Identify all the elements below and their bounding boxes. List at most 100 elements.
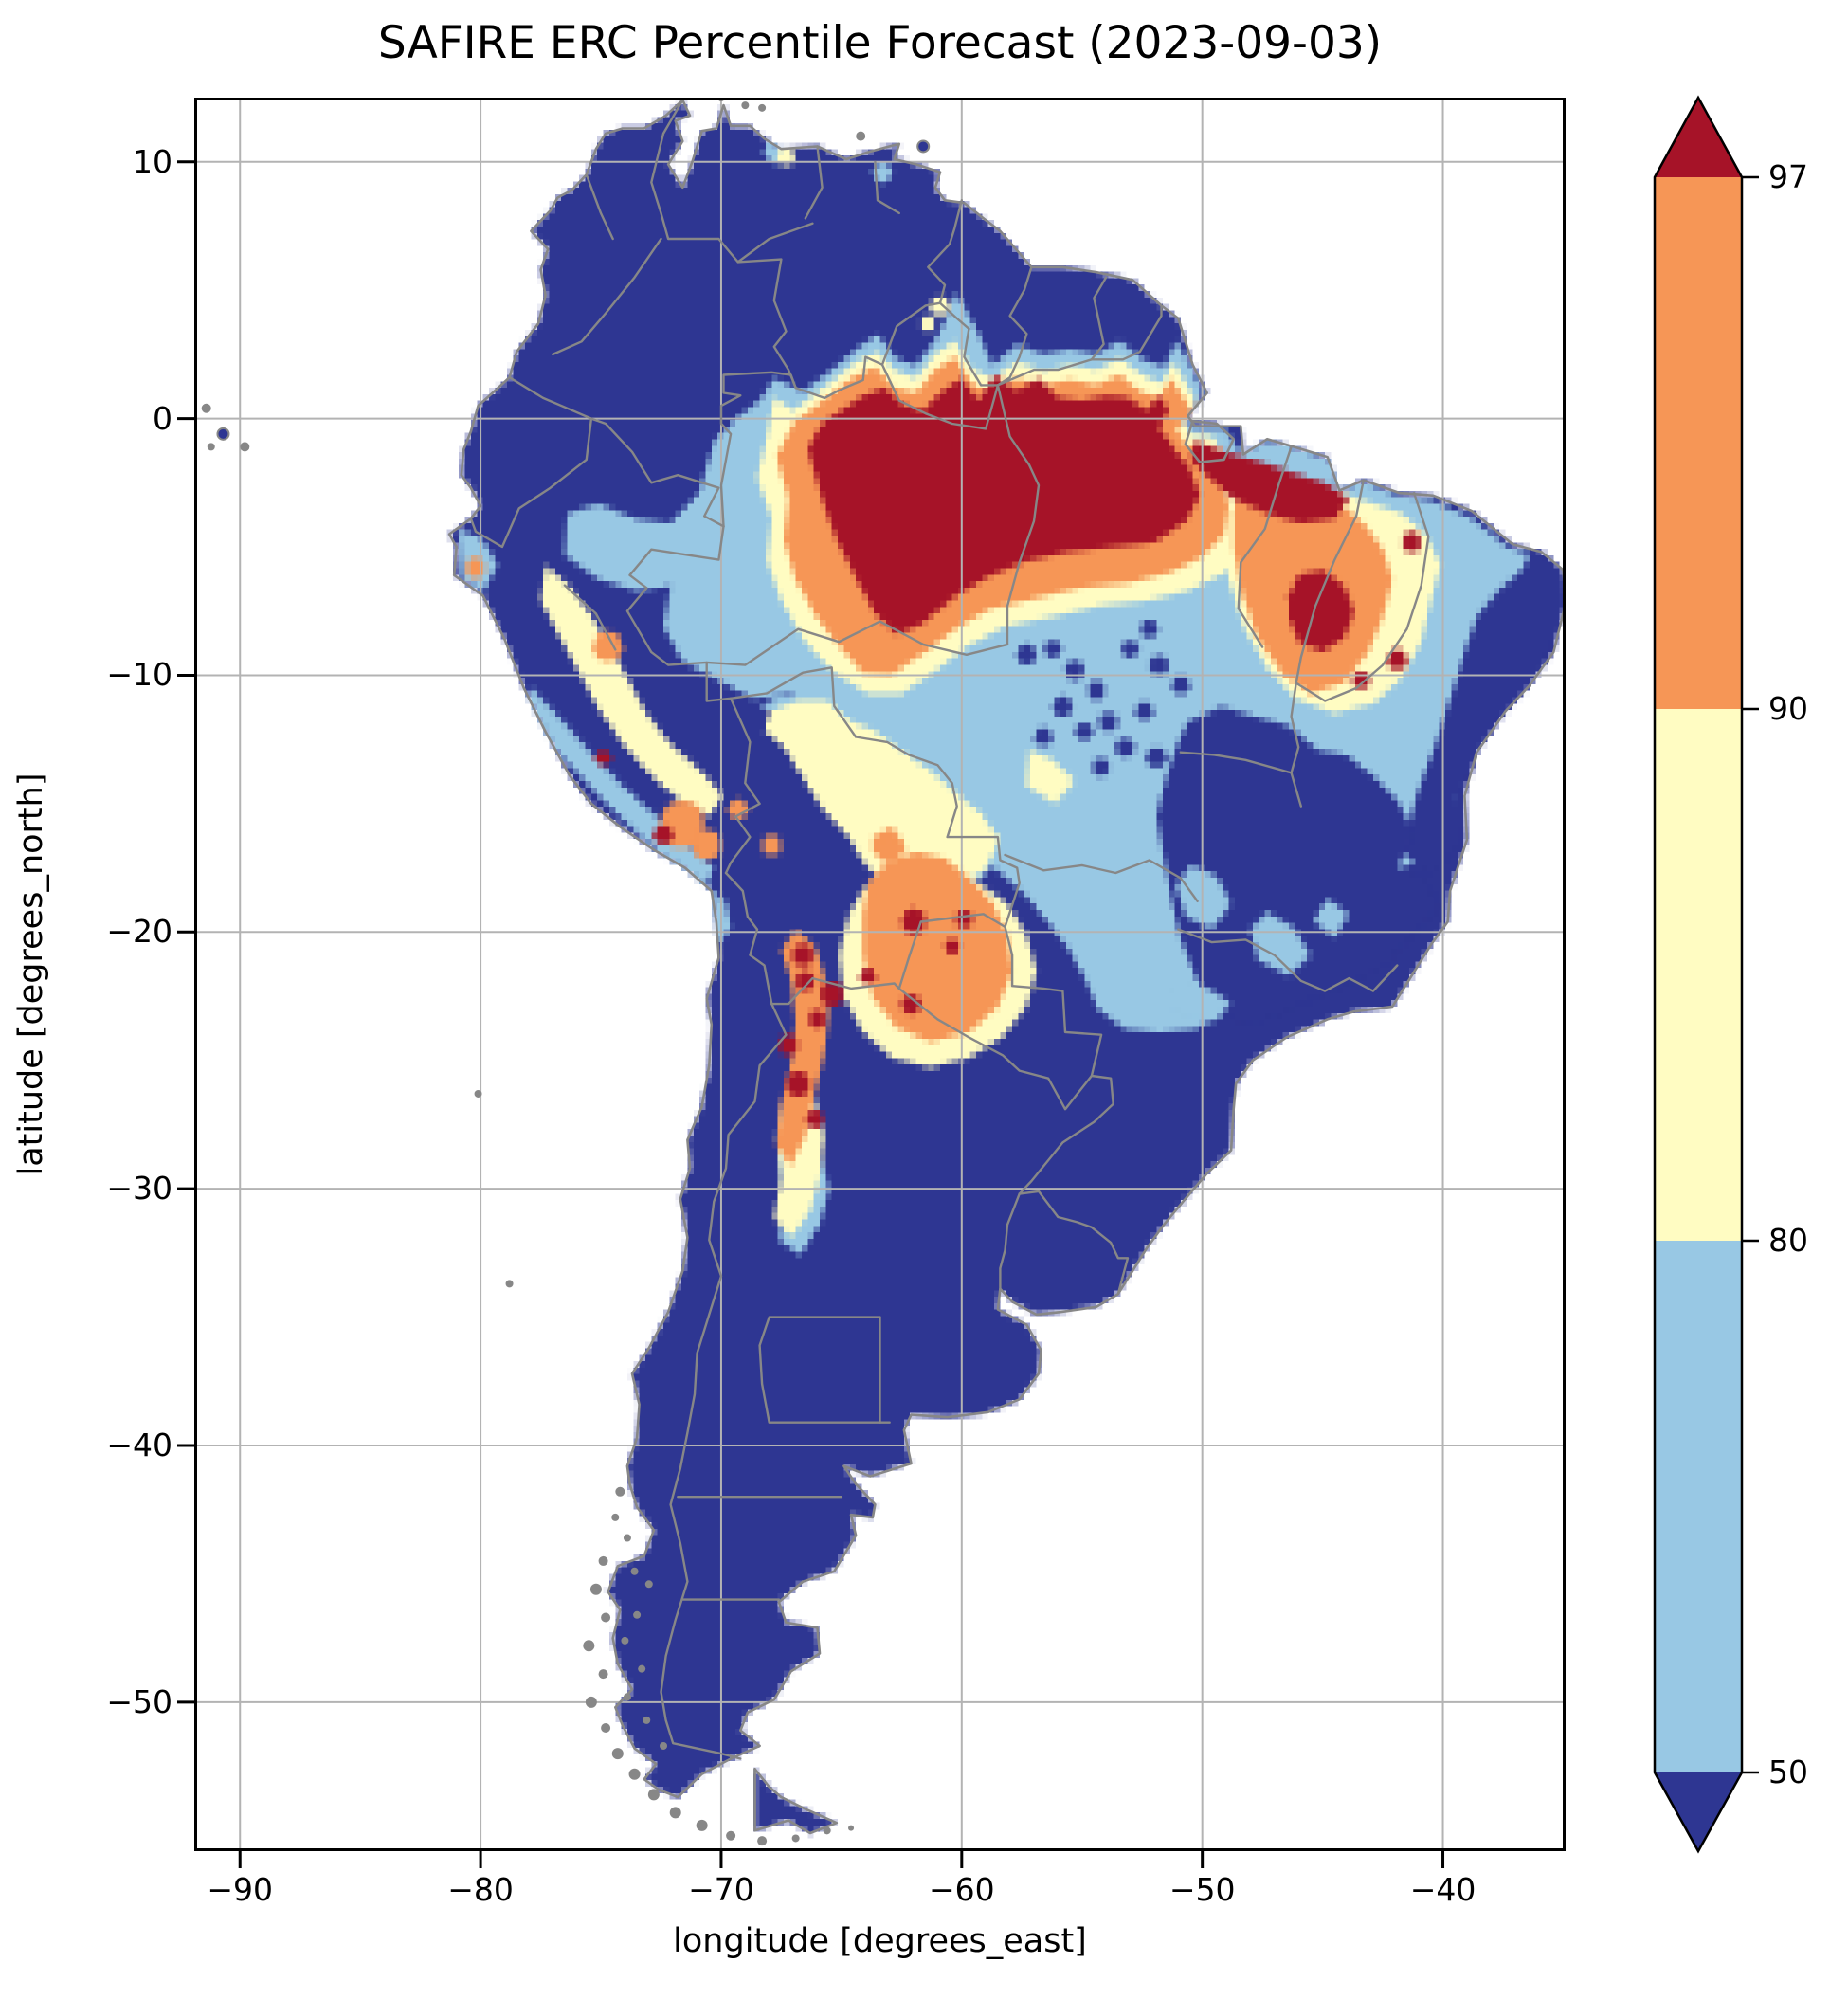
admin-border (1295, 491, 1430, 702)
admin-border (736, 222, 814, 264)
admin-border (1179, 751, 1293, 774)
fjord-island (585, 1696, 597, 1708)
admin-border (724, 697, 761, 875)
admin-border (563, 584, 617, 651)
y-tick-label: −30 (106, 1170, 172, 1208)
admin-border (1290, 681, 1303, 808)
fjord-island (823, 1826, 831, 1835)
admin-border (1295, 479, 1366, 684)
admin-border (996, 304, 1163, 387)
admin-border (999, 1192, 1021, 1291)
admin-border (1004, 853, 1199, 902)
fjord-island (726, 1830, 736, 1841)
island (201, 403, 211, 413)
fjord-island (621, 1636, 629, 1645)
island (916, 139, 931, 154)
colorbar-extend-under (1655, 1772, 1742, 1851)
fjord-island (598, 1555, 608, 1566)
colorbar-tick-label: 80 (1768, 1222, 1808, 1259)
fjord-island (848, 1825, 855, 1831)
admin-border (897, 987, 1094, 1111)
admin-border (469, 417, 593, 549)
x-tick-label: −40 (1409, 1871, 1477, 1908)
colorbar-extend-over (1655, 98, 1742, 177)
admin-border (1177, 928, 1399, 992)
admin-border (1018, 1190, 1130, 1296)
island (240, 442, 250, 452)
fjord-island (644, 1580, 653, 1589)
fjord-island (643, 1716, 651, 1724)
admin-border (1004, 925, 1103, 1078)
fjord-island (757, 1836, 768, 1846)
coastline (447, 99, 1566, 1799)
x-tick-label: −90 (207, 1871, 274, 1908)
fjord-island (611, 1748, 624, 1760)
admin-border (794, 301, 942, 400)
admin-border (996, 265, 1033, 387)
fjord-island (615, 1486, 625, 1497)
admin-border (552, 237, 662, 356)
colorbar-tick-label: 50 (1768, 1754, 1808, 1790)
y-tick-label: 0 (153, 399, 172, 437)
admin-border (1018, 1074, 1114, 1195)
admin-border (585, 173, 614, 241)
island (741, 101, 750, 110)
x-tick-label: −50 (1169, 1871, 1236, 1908)
admin-border (729, 666, 1021, 929)
fjord-island (598, 1669, 608, 1680)
admin-border (874, 160, 900, 215)
island (856, 131, 866, 141)
x-tick-label: −70 (688, 1871, 754, 1908)
admin-border (1090, 276, 1108, 361)
fjord-island (601, 1722, 611, 1733)
chart-title: SAFIRE ERC Percentile Forecast (2023-09-… (377, 17, 1383, 69)
colorbar-tick-label: 97 (1768, 158, 1808, 195)
admin-border (1237, 445, 1293, 648)
fjord-island (589, 1583, 602, 1595)
fjord-island (630, 1567, 639, 1575)
admin-border (996, 384, 1041, 646)
admin-border (880, 363, 1000, 430)
admin-border (804, 145, 824, 220)
fjord-island (660, 1741, 668, 1750)
island (505, 1280, 514, 1288)
admin-border (758, 1316, 891, 1424)
fjord-island (633, 1610, 642, 1619)
fjord-island (601, 1612, 611, 1623)
fjord-island (791, 1834, 800, 1843)
admin-border (897, 913, 1006, 990)
map-overlay (194, 98, 1566, 1851)
y-axis-label: latitude [degrees_north] (12, 772, 50, 1176)
fjord-island (611, 1513, 620, 1521)
admin-border (660, 1002, 788, 1760)
fjord-island (669, 1807, 681, 1819)
y-tick-label: −40 (106, 1427, 172, 1464)
admin-border (625, 525, 733, 702)
fjord-island (696, 1819, 708, 1831)
y-tick-label: 10 (133, 142, 172, 180)
island (716, 98, 725, 101)
admin-border (770, 976, 900, 1006)
colorbar-tick-label: 90 (1768, 690, 1808, 727)
fjord-island (623, 1534, 631, 1542)
x-axis-label: longitude [degrees_east] (673, 1922, 1087, 1960)
x-tick-label: −60 (928, 1871, 995, 1908)
map-raster (194, 98, 1566, 1851)
colorbar-segment-90-97 (1655, 177, 1742, 709)
colorbar-segment-80-90 (1655, 709, 1742, 1241)
fjord-island (623, 1693, 631, 1701)
admin-border (719, 371, 797, 528)
island (474, 1089, 482, 1098)
fjord-island (583, 1640, 595, 1652)
admin-border (508, 376, 593, 420)
island (758, 103, 767, 112)
admin-border (938, 301, 1000, 387)
fjord-island (628, 1768, 641, 1780)
x-tick-label: −80 (447, 1871, 514, 1908)
fjord-island (638, 1664, 646, 1673)
y-tick-label: −10 (106, 656, 172, 694)
island (207, 443, 215, 451)
y-tick-label: −20 (106, 913, 172, 951)
coastline (1184, 419, 1235, 463)
